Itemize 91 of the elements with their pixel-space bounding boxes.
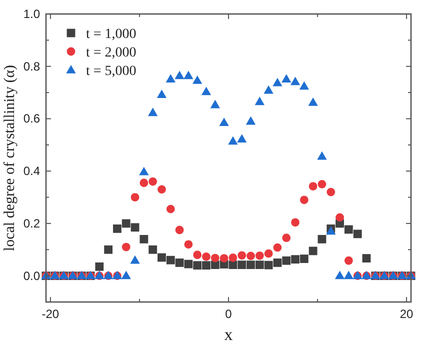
point xyxy=(202,261,210,270)
point xyxy=(362,254,371,262)
y-tick-label: 0.4 xyxy=(23,164,40,178)
y-tick-label: 0.0 xyxy=(23,268,40,283)
point xyxy=(237,134,247,143)
point xyxy=(130,255,140,264)
point xyxy=(140,234,148,244)
y-tick-label: 0.2 xyxy=(23,216,40,230)
y-tick-label: 1.0 xyxy=(23,7,40,21)
point xyxy=(290,76,300,86)
point xyxy=(166,256,175,264)
legend-label: t = 2,000 xyxy=(86,46,136,60)
point xyxy=(282,234,291,242)
point xyxy=(201,86,212,96)
point xyxy=(264,85,274,94)
point xyxy=(148,245,158,254)
point xyxy=(174,70,184,80)
point xyxy=(299,81,309,90)
point xyxy=(166,74,176,83)
point xyxy=(210,254,220,262)
point xyxy=(139,166,149,176)
point xyxy=(140,178,148,188)
point xyxy=(130,193,140,202)
point xyxy=(158,185,166,194)
point xyxy=(336,213,344,222)
legend-label: t = 5,000 xyxy=(86,64,136,79)
y-axis-title: local degree of crystallinity (α) xyxy=(2,64,18,252)
point xyxy=(158,253,166,262)
point xyxy=(264,260,273,270)
point xyxy=(317,151,327,160)
point xyxy=(228,254,238,262)
point xyxy=(344,225,353,234)
x-axis-title: x xyxy=(224,325,234,344)
point xyxy=(264,249,273,258)
y-tick-label: 0.8 xyxy=(23,59,40,74)
point xyxy=(148,177,158,186)
x-tick-label: -20 xyxy=(42,307,60,321)
point xyxy=(121,270,131,280)
point xyxy=(255,251,264,260)
point xyxy=(175,226,184,234)
point xyxy=(273,258,282,267)
y-tick-label: 0.6 xyxy=(23,112,40,126)
point xyxy=(353,230,362,238)
point xyxy=(254,96,264,106)
point xyxy=(148,108,158,116)
point xyxy=(291,255,300,264)
x-tick-label: 20 xyxy=(400,307,414,321)
point xyxy=(246,252,255,260)
point xyxy=(104,245,113,254)
point xyxy=(220,254,228,262)
point xyxy=(326,188,336,196)
point xyxy=(156,90,167,98)
point xyxy=(344,270,354,280)
point xyxy=(184,70,194,80)
point xyxy=(122,242,130,252)
legend-label: t = 1,000 xyxy=(86,27,136,42)
point xyxy=(308,182,318,190)
point xyxy=(246,260,255,270)
point xyxy=(272,78,282,86)
point xyxy=(193,261,202,270)
point xyxy=(291,218,300,227)
point xyxy=(255,260,264,270)
point xyxy=(282,74,292,83)
point xyxy=(166,204,175,214)
point xyxy=(219,118,229,126)
x-tick-label: 0 xyxy=(225,307,232,321)
point xyxy=(193,250,202,260)
point xyxy=(184,260,193,268)
point xyxy=(175,258,184,267)
point xyxy=(318,180,326,188)
point xyxy=(113,224,122,233)
point xyxy=(308,246,318,256)
point xyxy=(122,219,130,228)
point xyxy=(238,260,246,270)
point xyxy=(130,223,140,232)
point xyxy=(318,234,326,244)
point xyxy=(282,256,291,265)
point xyxy=(184,240,193,249)
point xyxy=(334,270,345,280)
point xyxy=(308,97,318,106)
point xyxy=(300,196,308,204)
point xyxy=(228,136,238,145)
point xyxy=(246,116,256,125)
point xyxy=(95,262,104,271)
point xyxy=(202,252,210,261)
point xyxy=(300,254,308,263)
point xyxy=(238,251,246,260)
point xyxy=(192,75,202,84)
point xyxy=(344,256,353,265)
point xyxy=(273,243,282,252)
point xyxy=(210,100,220,108)
